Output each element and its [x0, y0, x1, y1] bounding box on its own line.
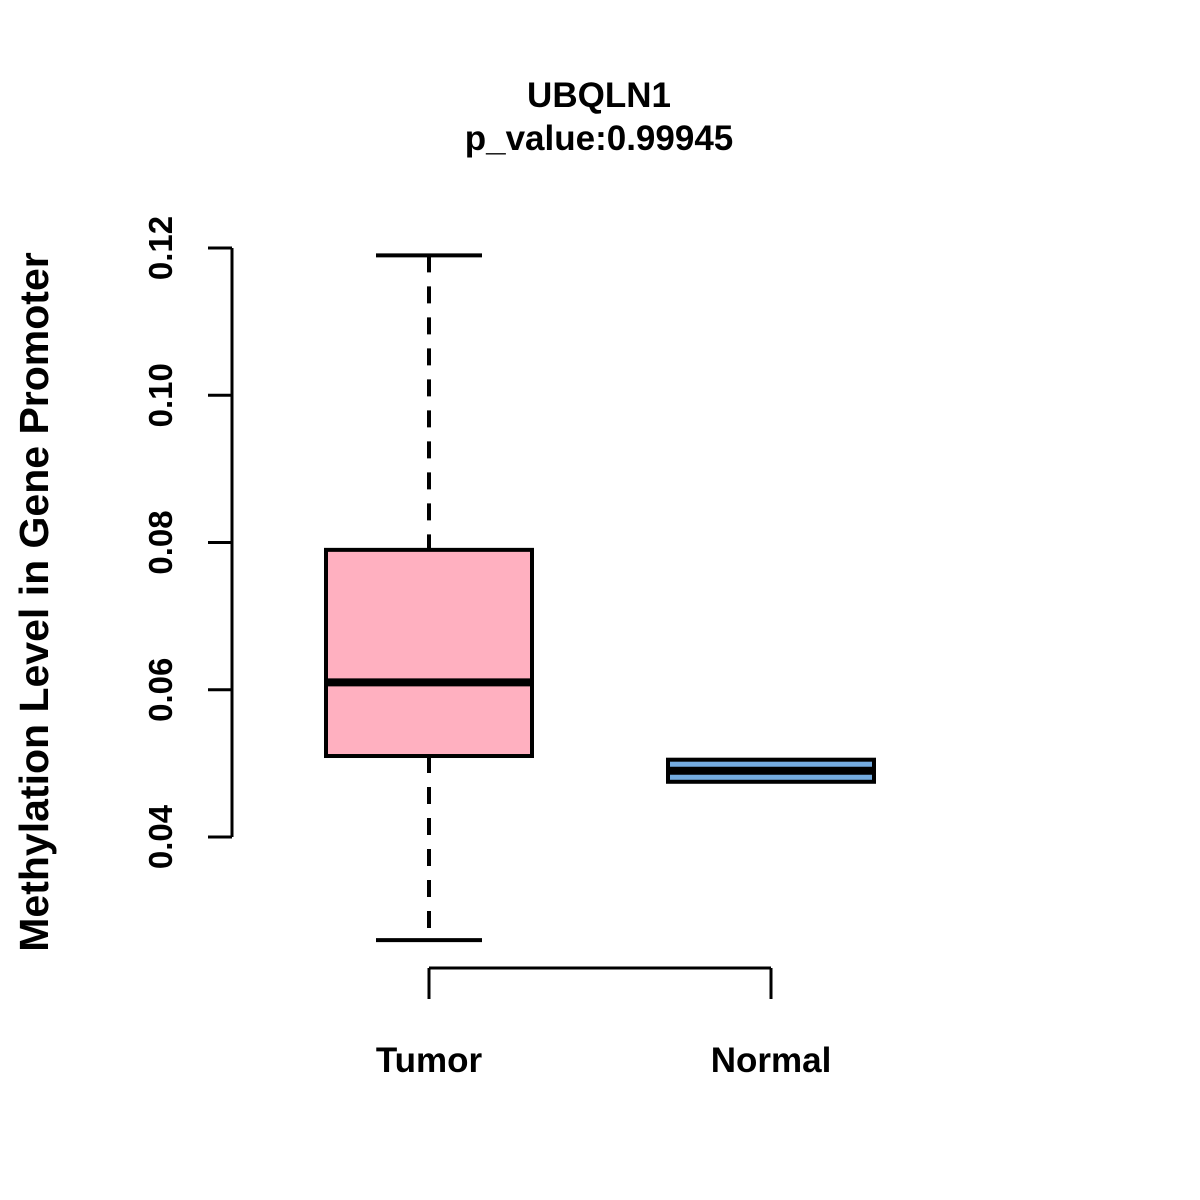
y-axis-tick-label: 0.12 — [142, 216, 179, 280]
chart-title: UBQLN1 — [527, 76, 671, 115]
chart-geometry: 0.04 0.06 0.08 0.10 0.12 — [142, 216, 876, 999]
y-axis-tick-label: 0.08 — [142, 510, 179, 574]
y-axis-tick-label: 0.04 — [142, 804, 179, 869]
chart-subtitle: p_value:0.99945 — [465, 119, 734, 158]
x-category-label-tumor: Tumor — [376, 1041, 483, 1080]
y-axis-tick-label: 0.06 — [142, 658, 179, 722]
x-category-label-normal: Normal — [711, 1041, 832, 1080]
y-axis-label: Methylation Level in Gene Promoter — [11, 252, 57, 951]
y-axis-tick-label: 0.10 — [142, 363, 179, 427]
box-tumor — [324, 547, 534, 759]
